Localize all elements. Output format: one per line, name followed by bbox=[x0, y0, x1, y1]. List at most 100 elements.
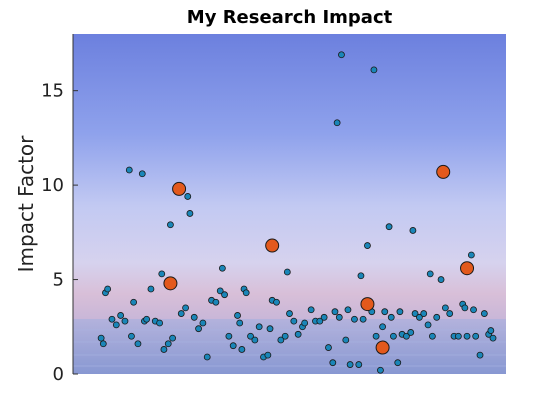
data-point bbox=[117, 312, 125, 319]
data-point bbox=[182, 304, 189, 312]
data-point bbox=[156, 319, 164, 327]
y-axis: 0 5 10 15 bbox=[41, 34, 78, 385]
data-point bbox=[370, 66, 378, 74]
data-point bbox=[409, 227, 417, 234]
data-point bbox=[160, 346, 168, 353]
data-point bbox=[264, 351, 272, 359]
data-point bbox=[169, 334, 176, 342]
data-point bbox=[463, 332, 471, 340]
data-point bbox=[277, 336, 285, 344]
data-point bbox=[396, 308, 404, 316]
data-point bbox=[472, 332, 480, 340]
data-point bbox=[125, 166, 133, 174]
data-point bbox=[143, 315, 151, 323]
data-point bbox=[461, 304, 469, 312]
data-point bbox=[433, 313, 441, 321]
data-point bbox=[236, 319, 244, 327]
data-point bbox=[108, 315, 116, 323]
data-point bbox=[424, 321, 432, 329]
highlight-data-point bbox=[163, 276, 178, 291]
data-point bbox=[199, 319, 207, 327]
data-point bbox=[221, 291, 228, 299]
data-point bbox=[377, 366, 384, 374]
y-tick-label: 0 bbox=[53, 364, 64, 385]
y-axis-label: Impact Factor bbox=[14, 135, 38, 273]
data-point bbox=[238, 346, 246, 353]
y-tick-label: 10 bbox=[41, 175, 64, 196]
y-ticks: 0 5 10 15 bbox=[41, 81, 78, 385]
data-point bbox=[234, 312, 241, 319]
data-point bbox=[184, 193, 192, 200]
data-point bbox=[290, 317, 298, 325]
data-point bbox=[364, 242, 371, 249]
data-point bbox=[387, 313, 395, 321]
data-point bbox=[335, 313, 343, 321]
chart-title: My Research Impact bbox=[187, 7, 393, 28]
data-point bbox=[216, 287, 224, 295]
data-point bbox=[480, 310, 488, 317]
data-point bbox=[212, 298, 220, 306]
data-point bbox=[190, 313, 198, 321]
data-point bbox=[286, 310, 293, 317]
data-point bbox=[346, 361, 354, 368]
data-point bbox=[437, 276, 445, 283]
data-point bbox=[97, 334, 105, 342]
data-point bbox=[186, 210, 194, 217]
data-point bbox=[255, 323, 263, 331]
data-point bbox=[307, 306, 315, 314]
data-point bbox=[329, 359, 337, 367]
data-point bbox=[379, 323, 386, 331]
data-point bbox=[489, 334, 497, 342]
data-point bbox=[316, 317, 324, 325]
data-point bbox=[203, 353, 211, 361]
data-point bbox=[251, 336, 259, 344]
data-point bbox=[372, 332, 380, 340]
data-point bbox=[394, 359, 402, 367]
data-point bbox=[470, 306, 477, 314]
data-point bbox=[164, 340, 172, 348]
data-point bbox=[487, 327, 495, 334]
data-points bbox=[97, 51, 497, 374]
data-point bbox=[344, 306, 352, 314]
highlight-data-point bbox=[360, 297, 375, 312]
data-point bbox=[403, 332, 410, 340]
data-point bbox=[128, 332, 135, 340]
data-point bbox=[247, 332, 254, 340]
data-point bbox=[177, 310, 185, 317]
data-point bbox=[225, 332, 233, 340]
data-point bbox=[147, 285, 155, 293]
highlight-data-point bbox=[436, 164, 451, 179]
data-point bbox=[294, 330, 302, 338]
data-point bbox=[415, 313, 423, 321]
data-point bbox=[130, 298, 138, 306]
data-point bbox=[320, 313, 328, 321]
data-point bbox=[476, 351, 484, 359]
data-point bbox=[411, 310, 419, 317]
data-point bbox=[99, 340, 107, 348]
highlight-data-point bbox=[460, 261, 475, 276]
data-point bbox=[467, 251, 475, 259]
data-point bbox=[407, 329, 415, 336]
data-point bbox=[333, 119, 341, 127]
water-ripples bbox=[73, 329, 506, 367]
data-point bbox=[301, 319, 309, 327]
data-point bbox=[266, 325, 274, 333]
data-point bbox=[446, 310, 454, 317]
data-point bbox=[342, 336, 350, 344]
data-point bbox=[229, 342, 237, 350]
data-point bbox=[441, 304, 449, 312]
data-point bbox=[454, 332, 462, 340]
data-point bbox=[283, 268, 291, 276]
data-point bbox=[428, 332, 436, 340]
data-point bbox=[338, 51, 345, 59]
data-point bbox=[281, 332, 289, 340]
data-point bbox=[426, 270, 434, 278]
data-point bbox=[325, 344, 332, 351]
data-point bbox=[359, 315, 367, 323]
data-point bbox=[420, 310, 428, 317]
data-point bbox=[112, 321, 120, 329]
plot-area bbox=[73, 34, 506, 374]
data-point bbox=[218, 264, 226, 272]
data-point bbox=[385, 223, 393, 231]
